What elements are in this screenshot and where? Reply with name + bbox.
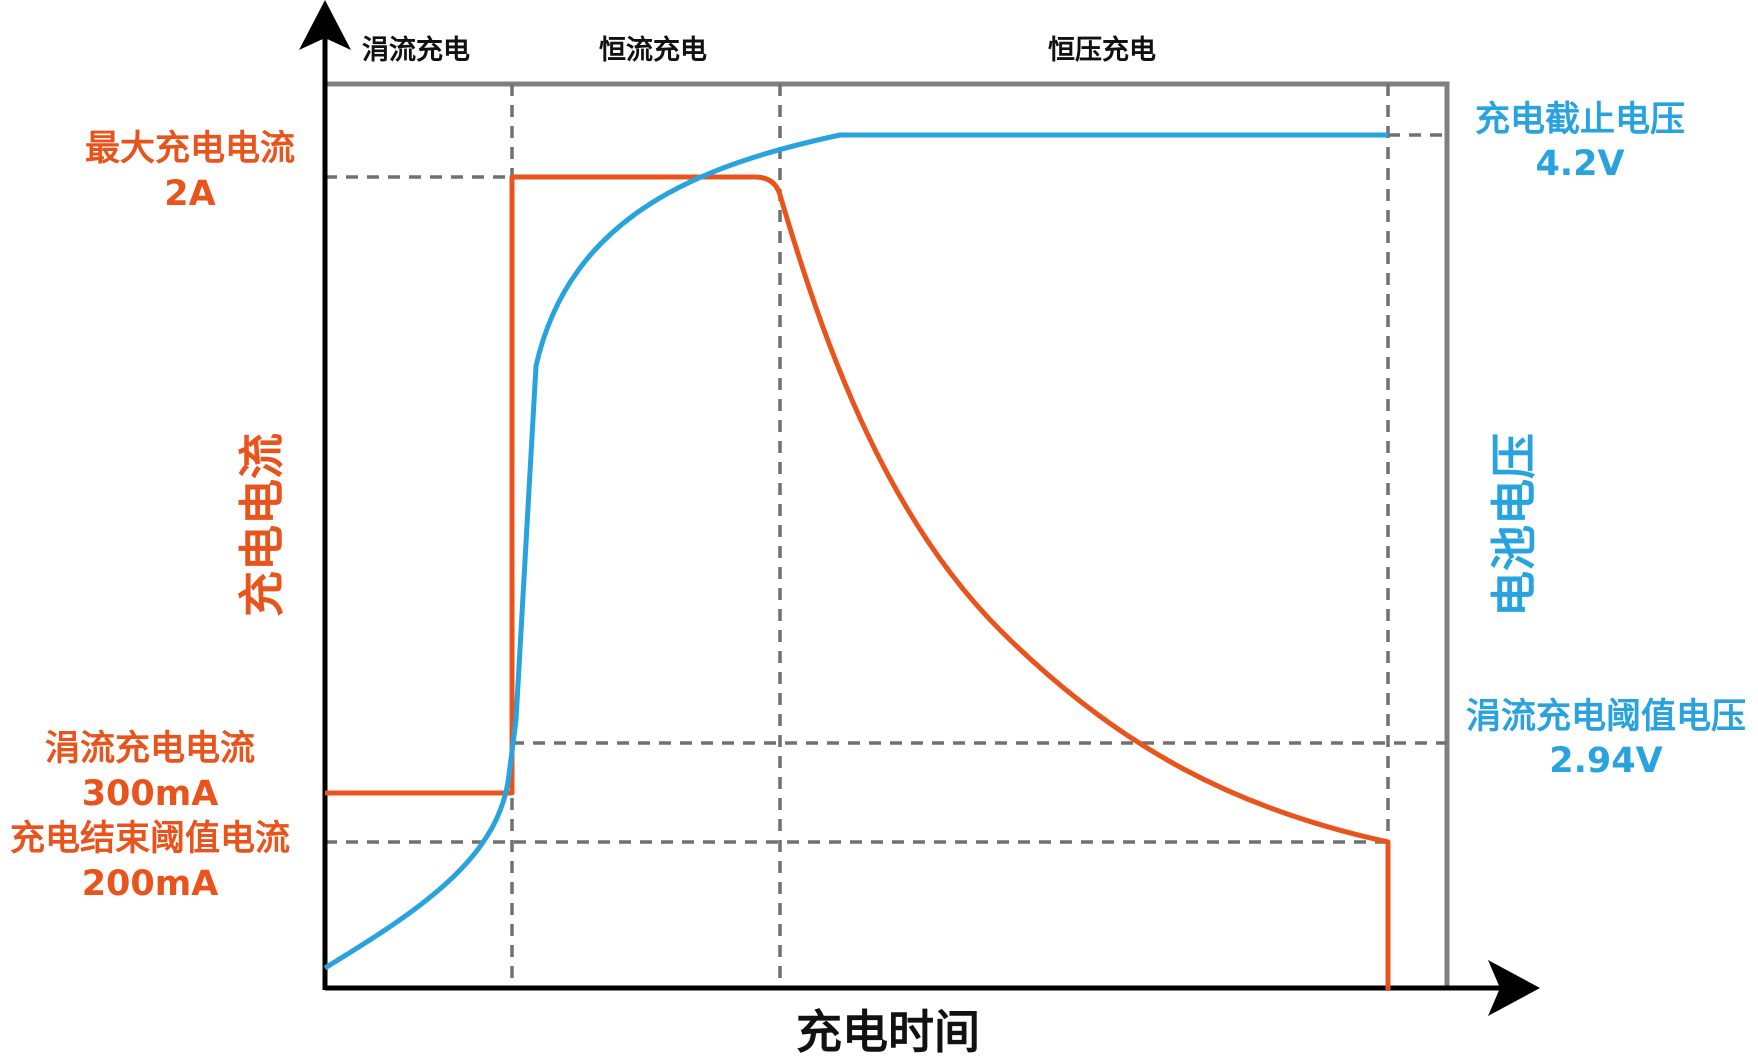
- phase-label-constant-voltage: 恒压充电: [1048, 34, 1156, 66]
- x-axis-arrow: [1488, 960, 1540, 1016]
- trickle-current-label: 涓流充电电流: [45, 729, 255, 769]
- phase-label-constant-current: 恒流充电: [599, 34, 707, 66]
- cutoff-voltage-value: 4.2V: [1535, 144, 1624, 184]
- max-current-value: 2A: [164, 174, 215, 214]
- y-left-axis-title: 充电电流: [235, 433, 289, 617]
- y-right-axis-title: 电池电压: [1487, 433, 1541, 617]
- max-current-label: 最大充电电流: [85, 129, 295, 169]
- trickle-threshold-voltage-label: 涓流充电阈值电压: [1466, 697, 1746, 737]
- phase-label-trickle: 涓流充电: [362, 34, 470, 66]
- end-current-label: 充电结束阈值电流: [10, 819, 290, 859]
- chart-frame: [325, 81, 1450, 990]
- charging-current-curve: [325, 174, 1391, 990]
- end-current-value: 200mA: [82, 864, 219, 904]
- x-axis-title: 充电时间: [796, 1005, 980, 1059]
- trickle-current-value: 300mA: [82, 774, 219, 814]
- battery-voltage-curve: [323, 132, 1388, 971]
- trickle-threshold-voltage-value: 2.94V: [1549, 741, 1662, 781]
- y-axis-arrow: [299, 0, 351, 50]
- cutoff-voltage-label: 充电截止电压: [1475, 100, 1685, 140]
